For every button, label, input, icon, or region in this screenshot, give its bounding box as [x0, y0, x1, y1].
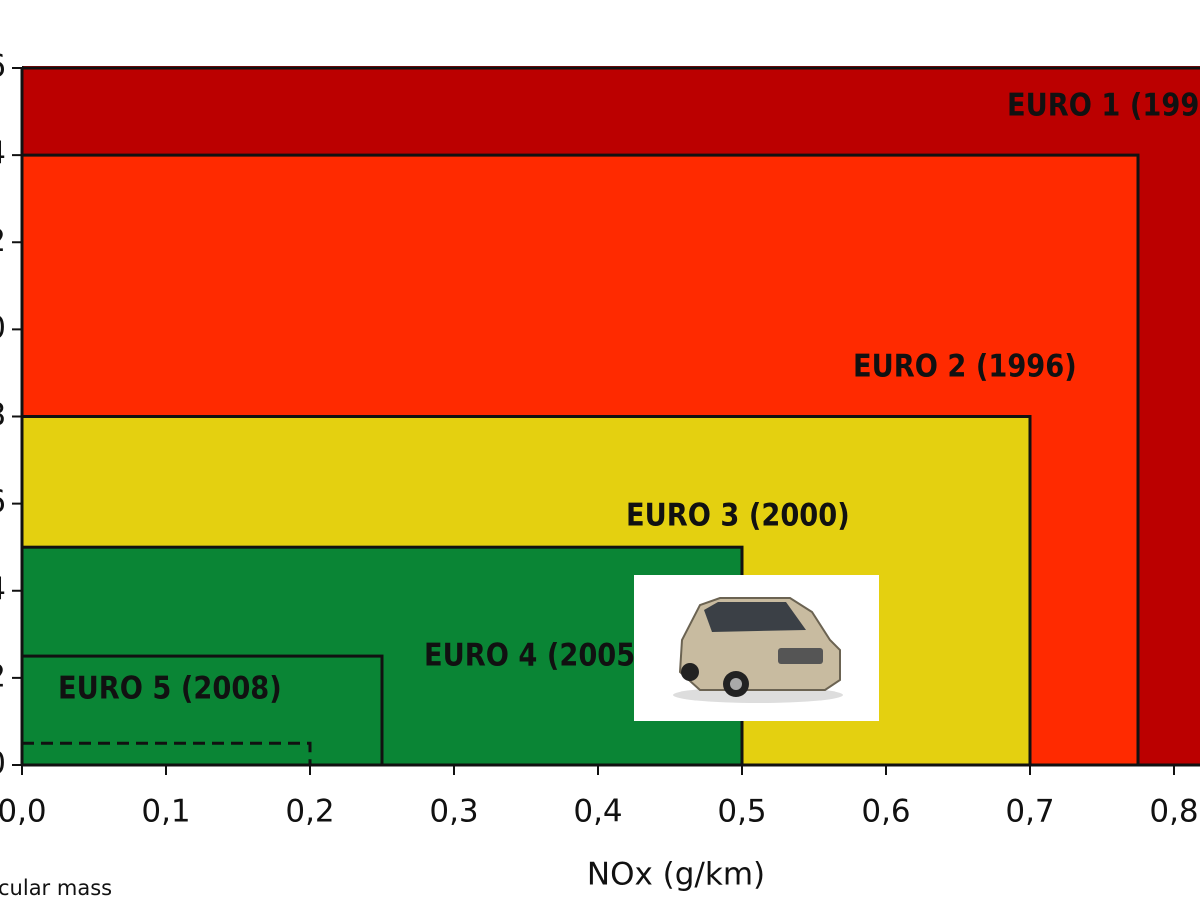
- y-tick-label: 0,00: [0, 746, 6, 782]
- x-tick-label: 0,5: [717, 794, 766, 830]
- series-label: EURO 5 (2008): [58, 670, 282, 706]
- y-axis-label: cular mass: [0, 876, 112, 900]
- series-label: EURO 1 (1992): [1007, 87, 1200, 123]
- y-tick-label: 0,04: [0, 571, 6, 607]
- dashed-limit: [22, 741, 312, 765]
- series-label: EURO 3 (2000): [626, 497, 850, 533]
- series-labels: EURO 1 (1992) EURO 2 (1996) EURO 3 (2000) E…: [58, 87, 1200, 706]
- x-tick-label: 0,6: [861, 794, 910, 830]
- x-tick-label: 0,7: [1005, 794, 1054, 830]
- x-tick-label: 0,8: [1149, 794, 1198, 830]
- x-axis-label: NOx (g/km): [587, 857, 765, 893]
- y-tick-label: 0,08: [0, 397, 6, 433]
- car-photo: [634, 575, 879, 721]
- series-label: EURO 4 (2005): [424, 637, 648, 673]
- x-tick-label: 0,2: [285, 794, 334, 830]
- x-tick-label: 0,3: [429, 794, 478, 830]
- y-tick-label: 0,06: [0, 484, 6, 520]
- y-tick-label: 0,12: [0, 223, 6, 259]
- y-tick-label: 0,16: [0, 49, 6, 85]
- series-label: EURO 2 (1996): [853, 348, 1077, 384]
- axes: 0,0 0,1 0,2 0,3 0,4 0,5 0,6 0,7 0,8 0,00 0,02 0,04 0…: [0, 49, 1200, 830]
- y-tick-label: 0,02: [0, 658, 6, 694]
- car-icon: [673, 597, 843, 703]
- y-tick-label: 0,14: [0, 136, 6, 172]
- y-tick-label: 0,10: [0, 310, 6, 346]
- standard-box: [22, 654, 384, 766]
- x-tick-label: 0,0: [0, 794, 47, 830]
- x-tick-label: 0,4: [573, 794, 622, 830]
- x-tick-label: 0,1: [141, 794, 190, 830]
